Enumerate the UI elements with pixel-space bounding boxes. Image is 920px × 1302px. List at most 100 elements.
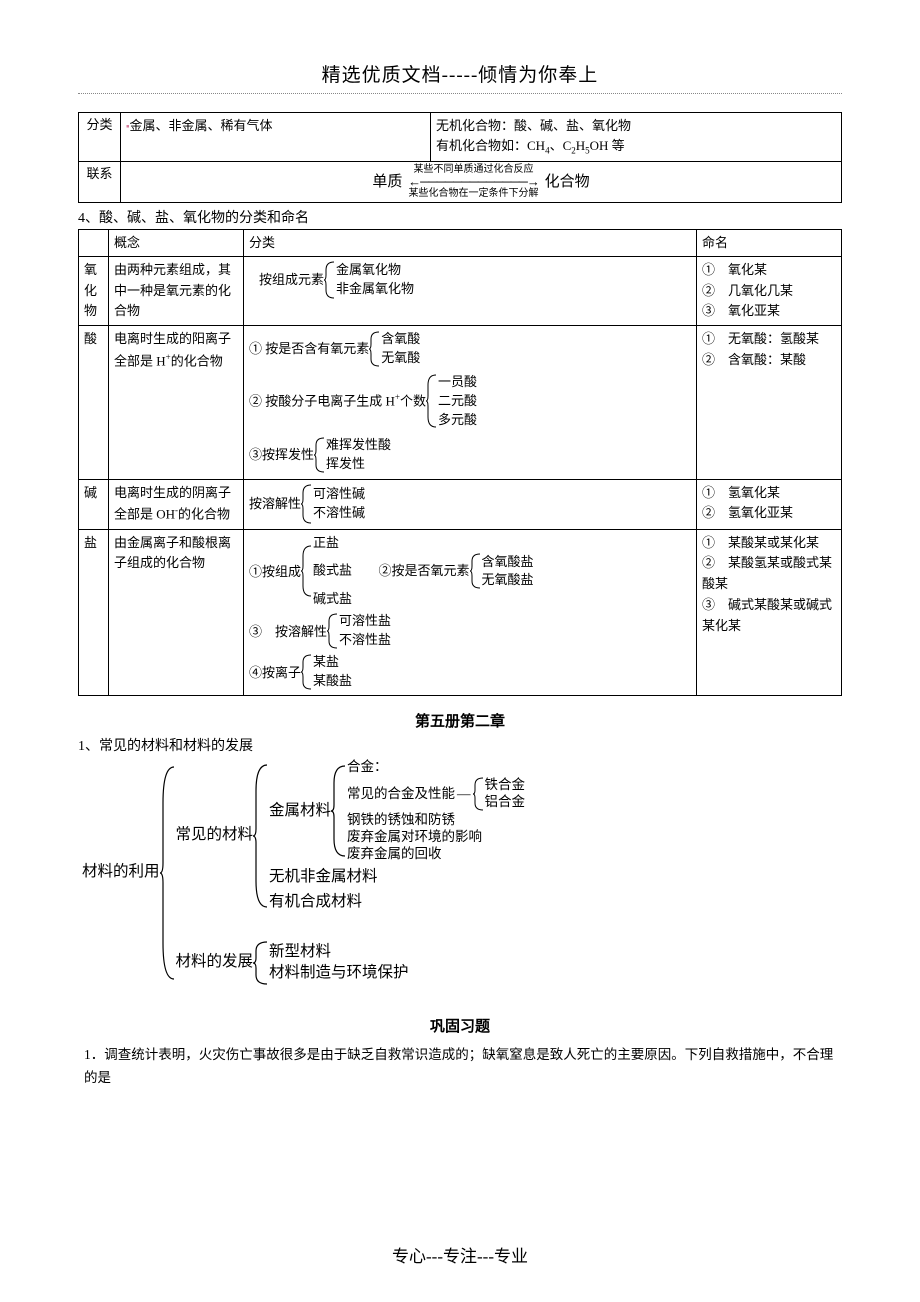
- text: ① 氢氧化某: [702, 483, 836, 504]
- text: ① 氧化某: [702, 260, 836, 281]
- text: 金属、非金属、稀有气体: [130, 118, 273, 133]
- table-row: 酸 电离时生成的阳离子全部是 H+的化合物 ① 按是否含有氧元素 含氧酸 无氧酸…: [79, 326, 842, 480]
- text: ① 按是否含有氧元素: [249, 339, 369, 359]
- brace-icon: [369, 330, 381, 368]
- brace-icon: [253, 939, 269, 987]
- row-label: 盐: [79, 529, 109, 696]
- table-row: 联系 单质 某些不同单质通过化合反应 ←─────────────→ 某些化合物…: [79, 161, 842, 203]
- tree-node: 有机合成材料: [269, 892, 525, 913]
- text: ①按组成: [249, 562, 301, 582]
- section-heading: 4、酸、碱、盐、氧化物的分类和命名: [78, 207, 842, 227]
- section-heading: 1、常见的材料和材料的发展: [78, 735, 842, 755]
- brace-icon: [253, 761, 269, 911]
- brace-icon: [301, 653, 313, 691]
- tree-diagram: 材料的利用 常见的材料 金属材料 合金：: [82, 759, 842, 986]
- text: 含氧酸盐: [482, 553, 534, 572]
- text: ③ 按溶解性: [249, 622, 327, 642]
- cell-label: 分类: [79, 113, 121, 162]
- text: 二元酸: [438, 392, 477, 411]
- cell-reaction: 单质 某些不同单质通过化合反应 ←─────────────→ 某些化合物在一定…: [121, 161, 842, 203]
- col-head: 命名: [697, 230, 842, 257]
- tree-leaf: 铝合金: [485, 794, 526, 811]
- table-naming: 概念 分类 命名 氧化物 由两种元素组成，其中一种是氧元素的化合物 按组成元素 …: [78, 229, 842, 696]
- text: 无氧酸盐: [482, 571, 534, 590]
- cell: 由金属离子和酸根离子组成的化合物: [109, 529, 244, 696]
- tree-leaf: 常见的合金及性能: [347, 786, 455, 803]
- text: 难挥发性酸: [326, 436, 391, 455]
- cell-label: 联系: [79, 161, 121, 203]
- text: 碱式盐: [313, 590, 534, 609]
- text: ② 某酸氢某或酸式某酸某: [702, 553, 836, 595]
- brace-icon: [324, 260, 336, 300]
- text: ② 按酸分子电离子生成 H+个数: [249, 391, 426, 411]
- text: ③ 氧化亚某: [702, 301, 836, 322]
- brace-icon: [473, 776, 485, 812]
- page-footer: 专心---专注---专业: [0, 1242, 920, 1267]
- tree-node: 常见的材料: [176, 825, 254, 846]
- brace-icon: [470, 552, 482, 590]
- brace-icon: [327, 612, 339, 650]
- chapter-heading: 第五册第二章: [78, 710, 842, 731]
- tree-leaf: 合金：: [347, 759, 525, 776]
- tree-node: 无机非金属材料: [269, 867, 525, 888]
- text: ②按是否氧元素: [379, 562, 470, 581]
- arrow-label-bottom: 某些化合物在一定条件下分解: [408, 189, 539, 200]
- brace-icon: [301, 483, 313, 525]
- table-row: 分类 ▪金属、非金属、稀有气体 无机化合物：酸、碱、盐、氧化物 有机化合物如：C…: [79, 113, 842, 162]
- text: ① 无氧酸：氢酸某: [702, 329, 836, 350]
- cell-content: ▪金属、非金属、稀有气体: [121, 113, 431, 162]
- cell: ① 按是否含有氧元素 含氧酸 无氧酸 ② 按酸分子电离子生成 H+个数 一员酸 …: [244, 326, 697, 480]
- text: 有机化合物如：CH4、C2H5OH 等: [436, 136, 836, 158]
- col-head: 分类: [244, 230, 697, 257]
- text: 不溶性碱: [313, 504, 365, 523]
- text: 无氧酸: [381, 349, 420, 368]
- text: 化合物: [545, 173, 590, 189]
- reaction-arrows: 某些不同单质通过化合反应 ←─────────────→ 某些化合物在一定条件下…: [406, 165, 541, 200]
- brace-icon: [301, 544, 313, 598]
- table-row: 碱 电离时生成的阴离子全部是 OH-的化合物 按溶解性 可溶性碱 不溶性碱 ① …: [79, 479, 842, 529]
- row-label: 氧化物: [79, 256, 109, 325]
- text: ② 含氧酸：某酸: [702, 350, 836, 371]
- tree-leaf: 钢铁的锈蚀和防锈: [347, 812, 525, 829]
- text: 含氧酸: [381, 330, 420, 349]
- tree-node: 材料的发展: [176, 952, 254, 973]
- tree-leaf: 材料制造与环境保护: [269, 963, 409, 984]
- tree-leaf: 废弃金属对环境的影响: [347, 829, 525, 846]
- reaction-equation: 单质 某些不同单质通过化合反应 ←─────────────→ 某些化合物在一定…: [126, 165, 836, 200]
- cell: 按溶解性 可溶性碱 不溶性碱: [244, 479, 697, 529]
- table-row: 氧化物 由两种元素组成，其中一种是氧元素的化合物 按组成元素 金属氧化物 非金属…: [79, 256, 842, 325]
- cell: ① 无氧酸：氢酸某 ② 含氧酸：某酸: [697, 326, 842, 480]
- brace-icon: [426, 373, 438, 429]
- cell: ① 某酸某或某化某 ② 某酸氢某或酸式某酸某 ③ 碱式某酸某或碱式某化某: [697, 529, 842, 696]
- table-row: 盐 由金属离子和酸根离子组成的化合物 ①按组成 正盐 酸式盐 ②按是否氧元素: [79, 529, 842, 696]
- text: 按组成元素: [259, 270, 324, 290]
- text: 单质: [372, 173, 402, 189]
- row-label: 酸: [79, 326, 109, 480]
- text: 正盐: [313, 534, 534, 553]
- row-label: 碱: [79, 479, 109, 529]
- text: 挥发性: [326, 455, 391, 474]
- text: ① 某酸某或某化某: [702, 533, 836, 554]
- text: 可溶性盐: [339, 612, 391, 631]
- col-head: 概念: [109, 230, 244, 257]
- page-header: 精选优质文档-----倾情为你奉上: [78, 60, 842, 94]
- text: 金属氧化物: [336, 261, 414, 280]
- cell: 按组成元素 金属氧化物 非金属氧化物: [244, 256, 697, 325]
- table-classification: 分类 ▪金属、非金属、稀有气体 无机化合物：酸、碱、盐、氧化物 有机化合物如：C…: [78, 112, 842, 203]
- cell: ① 氧化某 ② 几氧化几某 ③ 氧化亚某: [697, 256, 842, 325]
- text: 可溶性碱: [313, 485, 365, 504]
- text: 按溶解性: [249, 494, 301, 514]
- text: 一员酸: [438, 373, 477, 392]
- text: 某盐: [313, 653, 352, 672]
- cell-content: 无机化合物：酸、碱、盐、氧化物 有机化合物如：CH4、C2H5OH 等: [431, 113, 842, 162]
- text: 不溶性盐: [339, 631, 391, 650]
- text: 无机化合物：酸、碱、盐、氧化物: [436, 116, 836, 136]
- cell: 由两种元素组成，其中一种是氧元素的化合物: [109, 256, 244, 325]
- text: ④按离子: [249, 663, 301, 683]
- tree-root: 材料的利用: [82, 862, 160, 883]
- tree-leaf: 废弃金属的回收: [347, 846, 525, 863]
- cell: ①按组成 正盐 酸式盐 ②按是否氧元素 含氧酸盐 无氧酸盐: [244, 529, 697, 696]
- brace-icon: [331, 763, 347, 859]
- arrow-right-icon: ←─────────────→: [408, 175, 539, 189]
- text: ② 氢氧化亚某: [702, 503, 836, 524]
